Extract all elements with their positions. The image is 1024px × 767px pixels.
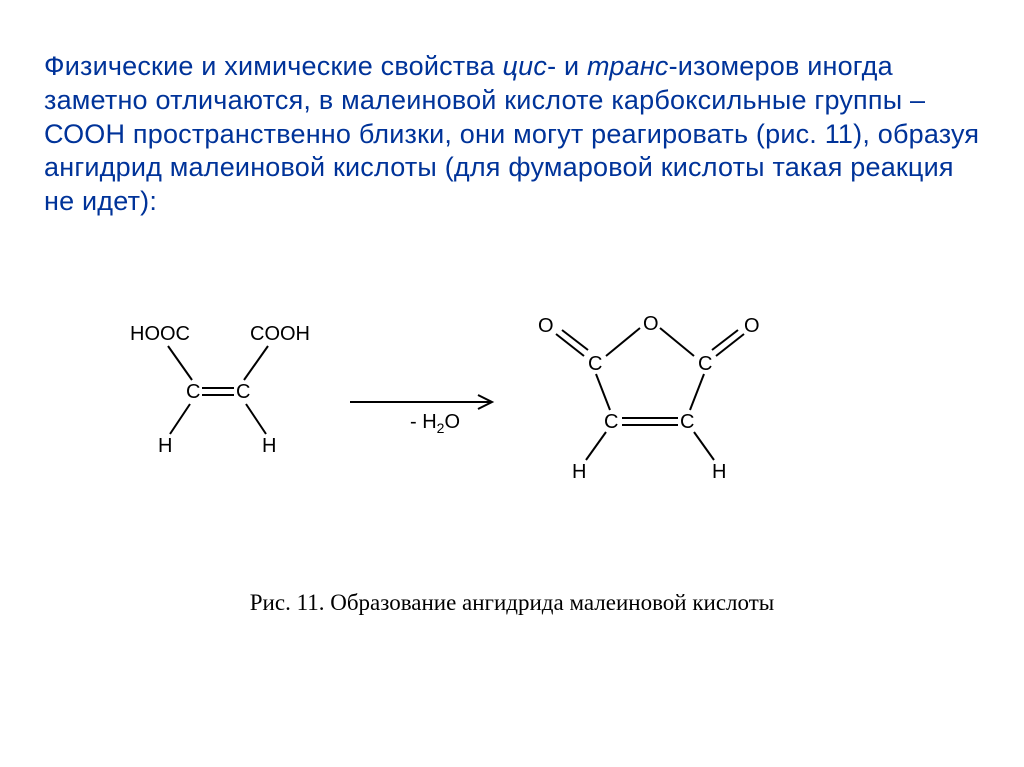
label-h-lr: H (712, 461, 726, 483)
label-c-left: C (186, 381, 200, 403)
product-maleic-anhydride: O C C O O (538, 313, 760, 483)
label-c-ll: C (604, 411, 618, 433)
reactant-maleic-acid: HOOC COOH C C H H (130, 323, 310, 457)
title-prefix: Физические и химические свойства (44, 51, 503, 81)
label-h-right: H (262, 435, 276, 457)
title-italic-cis: цис (503, 51, 548, 81)
label-c-lr: C (680, 411, 694, 433)
reaction-diagram: HOOC COOH C C H H (120, 310, 790, 530)
label-o-top: O (643, 313, 659, 335)
slide: Физические и химические свойства цис- и … (0, 0, 1024, 767)
label-cooh: COOH (250, 323, 310, 345)
label-c-right: C (236, 381, 250, 403)
label-c-ur: C (698, 353, 712, 375)
label-c-ul: C (588, 353, 602, 375)
byproduct-label: - H2O (410, 411, 460, 436)
label-o-right: O (744, 315, 760, 337)
label-hooc: HOOC (130, 323, 190, 345)
slide-title: Физические и химические свойства цис- и … (44, 50, 980, 219)
label-o-left: O (538, 315, 554, 337)
title-mid1: - и (547, 51, 587, 81)
title-italic-trans: транс (587, 51, 669, 81)
label-h-ll: H (572, 461, 586, 483)
reaction-arrow: - H2O (350, 395, 492, 436)
label-h-left: H (158, 435, 172, 457)
figure-caption: Рис. 11. Образование ангидрида малеиново… (0, 590, 1024, 616)
